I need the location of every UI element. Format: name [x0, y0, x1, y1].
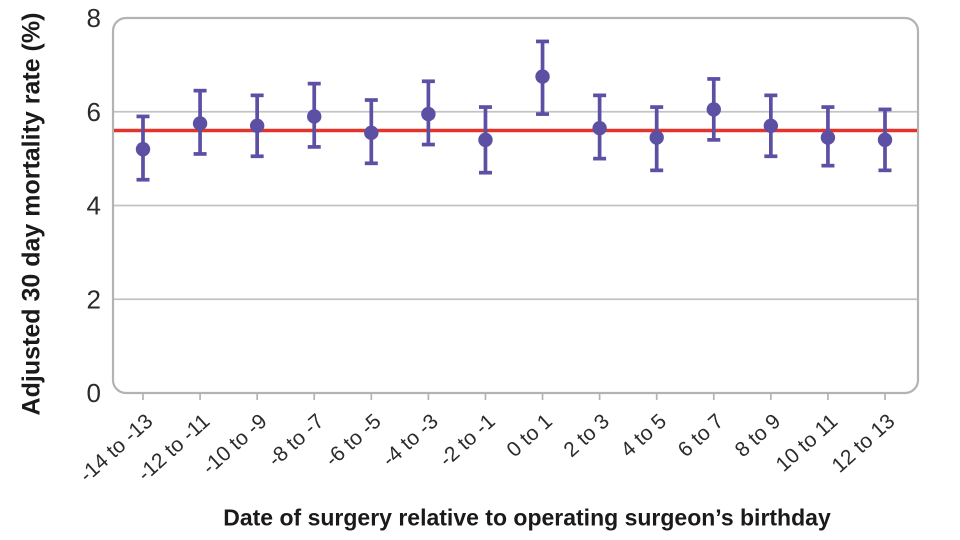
x-tick-label: -6 to -5: [321, 410, 386, 472]
x-tick-label: -2 to -1: [435, 410, 500, 472]
data-point: [592, 120, 607, 136]
data-point: [706, 102, 721, 117]
y-tick-label: 8: [87, 3, 101, 33]
x-tick-label: 0 to 1: [502, 410, 556, 462]
x-axis-title: Date of surgery relative to operating su…: [223, 504, 831, 531]
data-point: [307, 109, 322, 124]
y-tick-label: 2: [87, 284, 101, 314]
data-point: [364, 125, 379, 141]
data-point: [135, 142, 151, 157]
x-tick-label: -10 to -9: [198, 410, 272, 479]
data-point: [535, 69, 550, 84]
x-tick-label: -8 to -7: [264, 410, 329, 472]
y-tick-label: 6: [87, 97, 101, 127]
data-point: [877, 132, 893, 148]
x-tick-label: 2 to 3: [560, 410, 614, 462]
x-tick-label: 6 to 7: [674, 410, 728, 462]
x-tick-label: -4 to -3: [378, 410, 443, 472]
data-point: [763, 118, 779, 134]
y-tick-label: 4: [87, 191, 101, 221]
x-tick-label: 4 to 5: [617, 410, 671, 462]
data-point: [478, 132, 493, 148]
plot-frame: [111, 16, 920, 395]
data-point: [192, 116, 208, 131]
data-point: [421, 106, 436, 122]
data-point: [649, 130, 664, 145]
data-point: [249, 118, 265, 134]
y-tick-label: 0: [87, 378, 101, 408]
x-tick-label: 12 to 13: [828, 410, 900, 478]
data-point: [820, 130, 836, 145]
